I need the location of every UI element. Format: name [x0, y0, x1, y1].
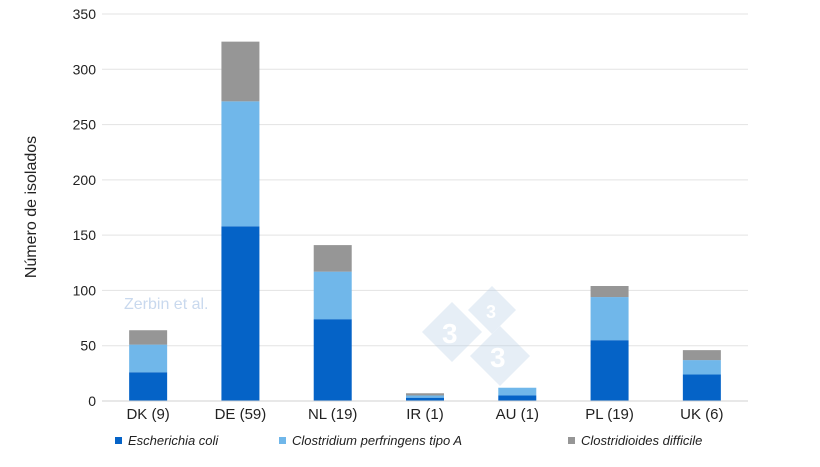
bar-segment	[221, 226, 260, 401]
y-tick-label: 150	[73, 227, 97, 243]
legend-swatch	[115, 437, 122, 444]
bar-segment	[221, 101, 260, 227]
bar-segment	[221, 41, 260, 102]
y-tick-label: 250	[73, 117, 97, 133]
x-tick-label: DE (59)	[215, 406, 267, 423]
bar-segment	[590, 286, 629, 298]
y-tick-label: 350	[73, 6, 97, 22]
bar-segment	[129, 372, 168, 401]
bar-segment	[590, 297, 629, 341]
bar-segment	[129, 330, 168, 345]
x-tick-label: DK (9)	[126, 406, 169, 423]
legend: Escherichia coli Clostridium perfringens…	[0, 433, 820, 453]
x-tick-label: UK (6)	[680, 406, 723, 423]
watermark-text: Zerbin et al.	[124, 296, 208, 313]
bar-segment	[498, 395, 537, 401]
legend-item-c-difficile: Clostridioides difficile	[568, 433, 702, 448]
bar-segment	[682, 360, 721, 375]
legend-label: Clostridioides difficile	[581, 433, 703, 448]
y-tick-label: 50	[80, 338, 96, 354]
y-tick-label: 300	[73, 61, 97, 77]
x-tick-label: IR (1)	[406, 406, 444, 423]
logo-watermark: 3 3 3	[422, 286, 530, 386]
bar-segment	[313, 245, 352, 272]
bar-segment	[682, 374, 721, 401]
bar-segment	[129, 344, 168, 373]
y-tick-label: 200	[73, 172, 97, 188]
bar-segment	[498, 387, 537, 396]
legend-label: Escherichia coli	[128, 433, 219, 448]
svg-text:3: 3	[442, 318, 458, 349]
bar-segment	[406, 393, 444, 396]
svg-text:3: 3	[486, 302, 496, 322]
x-tick-label: AU (1)	[496, 406, 539, 423]
legend-swatch	[279, 437, 286, 444]
bar-segment	[313, 271, 352, 320]
svg-text:3: 3	[490, 342, 506, 373]
legend-swatch	[568, 437, 575, 444]
bar-segment	[590, 340, 629, 401]
legend-label: Clostridium perfringens tipo A	[292, 433, 463, 448]
legend-item-e-coli: Escherichia coli	[115, 433, 218, 448]
y-tick-label: 0	[88, 393, 96, 409]
x-tick-label: NL (19)	[308, 406, 357, 423]
x-tick-label: PL (19)	[585, 406, 634, 423]
bar-segment	[313, 319, 352, 401]
bar-segment	[406, 395, 444, 398]
bar-segment	[406, 397, 444, 401]
y-axis-label: Número de isolados	[23, 136, 40, 278]
bar-segment	[682, 350, 721, 361]
y-tick-label: 100	[73, 282, 97, 298]
legend-item-c-perfringens: Clostridium perfringens tipo A	[279, 433, 462, 448]
